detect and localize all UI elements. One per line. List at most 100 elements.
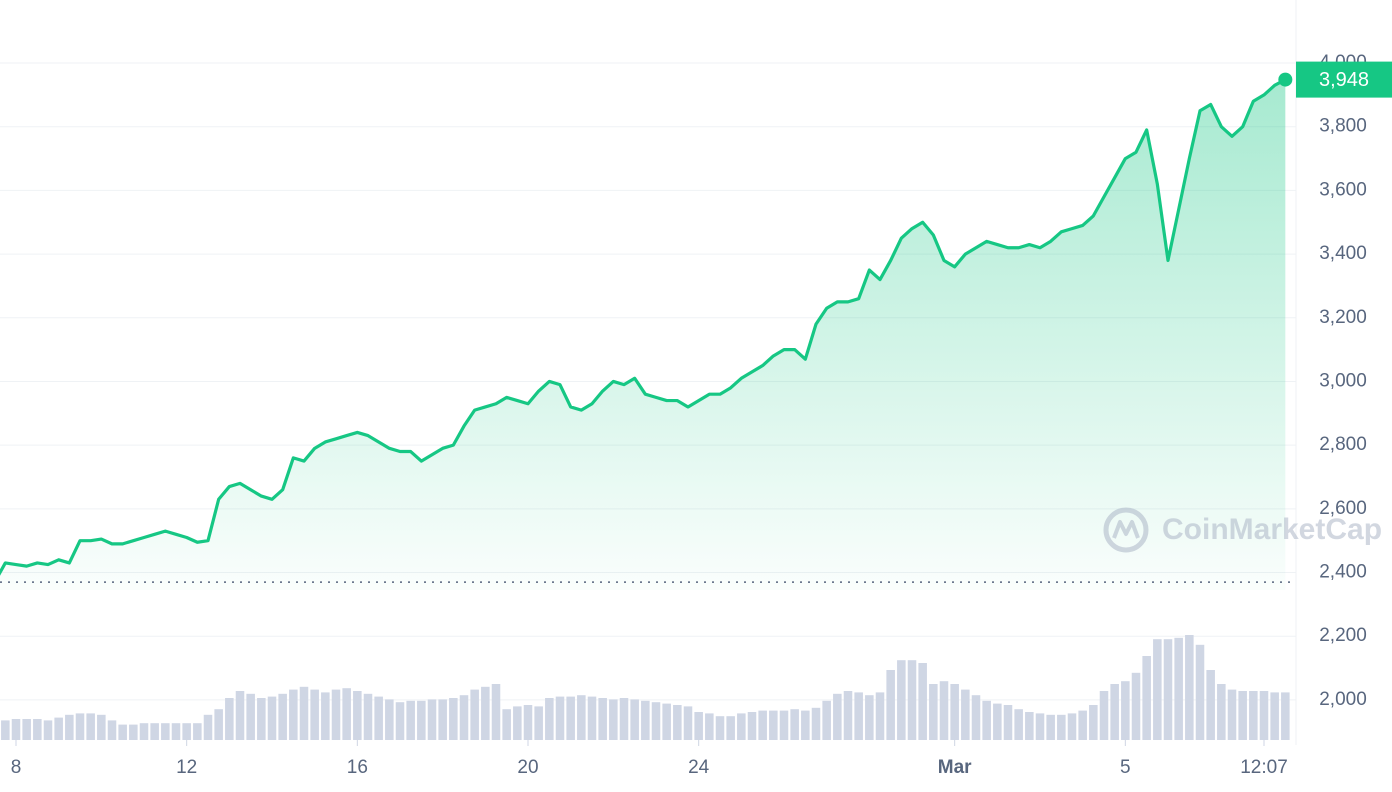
volume-bar	[1195, 644, 1205, 740]
volume-bar	[1270, 692, 1279, 740]
volume-bar	[363, 693, 373, 740]
volume-bar	[1163, 639, 1173, 740]
y-tick-label: 2,800	[1319, 434, 1367, 455]
price-area	[0, 79, 1286, 590]
volume-bar	[705, 713, 714, 740]
volume-bar	[86, 713, 95, 740]
x-tick-label: 12:07	[1240, 757, 1288, 778]
volume-bar	[118, 724, 127, 740]
volume-bar	[609, 699, 618, 740]
watermark-logo-mark	[1112, 520, 1140, 539]
volume-bar	[1025, 712, 1034, 740]
volume-bar	[502, 709, 511, 740]
volume-bar	[950, 684, 959, 740]
volume-bar	[854, 692, 863, 740]
volume-bar	[406, 700, 415, 740]
volume-bar	[545, 698, 554, 740]
volume-bar	[257, 698, 266, 740]
volume-bar	[278, 693, 287, 740]
volume-bar	[971, 695, 981, 740]
volume-bar	[1035, 713, 1045, 740]
y-tick-label: 2,600	[1319, 498, 1367, 519]
volume-bar	[97, 714, 106, 740]
volume-bar	[993, 703, 1002, 740]
volume-bar	[737, 713, 746, 740]
volume-bar	[1142, 656, 1151, 740]
volume-bar	[673, 705, 682, 740]
volume-bar	[395, 702, 405, 740]
volume-bar	[811, 707, 821, 740]
volume-bar	[449, 698, 458, 740]
volume-bar	[1067, 713, 1077, 740]
volume-bar	[1046, 714, 1055, 740]
volume-bars	[1, 635, 1290, 740]
watermark-text: CoinMarketCap	[1162, 513, 1382, 546]
volume-bar	[1217, 684, 1226, 740]
x-tick-label: 16	[347, 757, 368, 778]
x-tick-label: 20	[517, 757, 538, 778]
y-tick-label: 3,400	[1319, 243, 1367, 264]
volume-bar	[427, 699, 437, 740]
volume-bar	[43, 720, 53, 740]
volume-bar	[481, 686, 490, 740]
volume-bar	[289, 689, 298, 740]
volume-bar	[267, 696, 277, 740]
volume-bar	[1281, 692, 1290, 740]
volume-bar	[235, 691, 245, 740]
volume-bar	[801, 710, 810, 740]
volume-bar	[865, 695, 874, 740]
volume-bar	[598, 698, 607, 740]
price-line	[0, 78, 1287, 576]
volume-bar	[843, 691, 853, 740]
volume-bar	[75, 713, 85, 740]
y-tick-label: 2,200	[1319, 625, 1367, 646]
volume-bar	[513, 706, 522, 740]
volume-bar	[875, 692, 885, 740]
volume-bar	[1003, 705, 1013, 740]
volume-bar	[577, 695, 586, 740]
volume-bar	[470, 689, 479, 740]
volume-bar	[491, 684, 501, 740]
volume-bar	[961, 689, 970, 740]
volume-bar	[534, 706, 543, 740]
volume-bar	[1, 720, 10, 740]
x-tick-label: Mar	[938, 757, 972, 778]
volume-bar	[1121, 681, 1130, 740]
volume-bar	[331, 689, 341, 740]
volume-bar	[54, 717, 63, 740]
volume-bar	[715, 716, 725, 740]
volume-bar	[1057, 714, 1066, 740]
volume-bar	[939, 681, 949, 740]
volume-bar	[1227, 689, 1237, 740]
volume-bar	[683, 706, 693, 740]
x-tick-label: 5	[1120, 757, 1131, 778]
volume-bar	[1174, 637, 1183, 740]
x-tick-label: 24	[688, 757, 710, 778]
volume-bar	[886, 670, 895, 740]
watermark: CoinMarketCap	[1103, 507, 1382, 553]
volume-bar	[107, 720, 117, 740]
volume-bar	[897, 660, 906, 740]
volume-bar	[747, 712, 757, 740]
volume-bar	[907, 660, 917, 740]
volume-bar	[342, 688, 351, 740]
x-tick-label: 12	[176, 757, 197, 778]
volume-bar	[246, 693, 255, 740]
y-tick-label: 3,200	[1319, 307, 1367, 328]
y-tick-label: 2,000	[1319, 689, 1367, 710]
volume-bar	[833, 693, 842, 740]
volume-bar	[1110, 684, 1119, 740]
volume-bar	[225, 698, 234, 740]
volume-bar	[1249, 691, 1258, 740]
volume-bar	[1099, 691, 1109, 740]
volume-bar	[353, 691, 362, 740]
volume-bar	[630, 699, 639, 740]
volume-bar	[929, 684, 938, 740]
volume-bar	[651, 702, 661, 740]
volume-bar	[129, 724, 138, 740]
volume-bar	[214, 709, 223, 740]
y-tick-label: 3,800	[1319, 116, 1367, 137]
y-tick-label: 3,000	[1319, 370, 1367, 391]
volume-bar	[1153, 639, 1162, 740]
